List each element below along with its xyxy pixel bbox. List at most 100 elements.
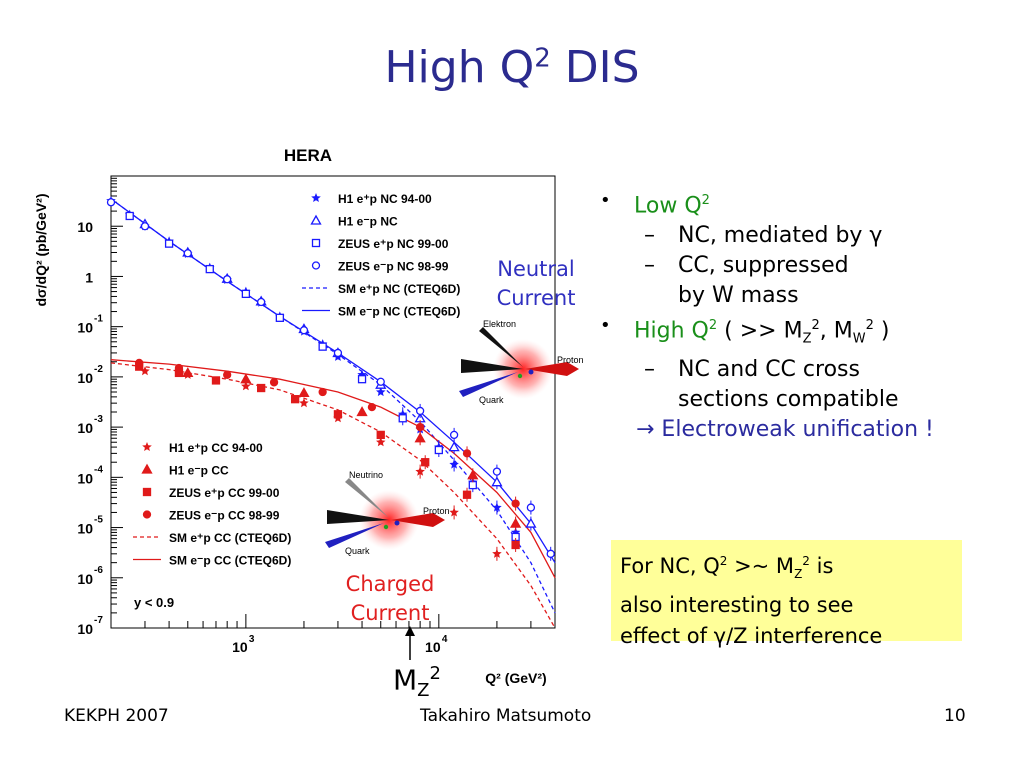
y-tick-label: 10 bbox=[77, 621, 93, 637]
note-line1-sup2: 2 bbox=[802, 554, 810, 568]
dash: – bbox=[644, 357, 655, 383]
bullet-high-z2: 2 bbox=[811, 318, 820, 334]
circle-marker bbox=[462, 449, 472, 458]
circle-marker bbox=[449, 430, 459, 440]
y-tick-label: 10 bbox=[77, 571, 93, 587]
footer-center: Takahiro Matsumoto bbox=[420, 706, 592, 726]
circle-marker bbox=[174, 363, 184, 373]
circle-marker bbox=[318, 387, 327, 397]
circle-marker bbox=[546, 549, 555, 558]
sub-bullet-cc: – CC, suppressed by W mass bbox=[594, 251, 1019, 311]
diagram-label-quark: Quark bbox=[345, 546, 370, 556]
triangle-marker bbox=[141, 463, 153, 474]
star-marker bbox=[415, 466, 425, 476]
square-marker bbox=[421, 458, 430, 467]
triangle-marker bbox=[491, 476, 503, 487]
star-marker bbox=[376, 387, 386, 397]
y-tick-exponent: -6 bbox=[94, 565, 103, 576]
note-line1-a: For NC, Q bbox=[620, 554, 720, 578]
square-marker bbox=[311, 238, 321, 248]
circle-marker bbox=[299, 326, 309, 335]
bullet-high-sup: 2 bbox=[708, 318, 718, 334]
title-rest: DIS bbox=[550, 42, 640, 93]
charged-current-word: Current bbox=[350, 601, 430, 625]
bullet-high-w2: 2 bbox=[865, 318, 874, 334]
circle-marker bbox=[415, 422, 425, 432]
mz-sup: 2 bbox=[429, 663, 441, 684]
sub-bullet-nc: – NC, mediated by γ bbox=[594, 221, 1019, 251]
circle-marker bbox=[183, 249, 192, 258]
square-marker bbox=[398, 414, 407, 423]
note-line-3: effect of γ/Z interference bbox=[620, 624, 883, 649]
bullet-low-label: Low Q bbox=[634, 193, 702, 219]
star-marker bbox=[449, 507, 459, 517]
curve-sm-e-p-nc-cteq6d- bbox=[110, 198, 556, 614]
y-tick-label: 10 bbox=[77, 521, 93, 537]
legend-entry: SM e⁻p CC (CTEQ6D) bbox=[169, 554, 291, 568]
charged-current-label: Charged Current bbox=[340, 570, 440, 628]
note-line-2: also interesting to see bbox=[620, 593, 854, 618]
footer-left: KEKPH 2007 bbox=[64, 706, 169, 726]
circle-marker bbox=[135, 358, 144, 368]
sub-bullet-nc-cc-text-1: NC and CC cross bbox=[678, 357, 860, 383]
electroweak-unification: → Electroweak unification ! bbox=[636, 417, 934, 443]
diagram-label-lepton: Neutrino bbox=[349, 470, 383, 480]
square-marker bbox=[511, 540, 520, 550]
x-tick-exponent: 4 bbox=[442, 634, 448, 645]
circle-marker bbox=[492, 467, 502, 476]
x-tick-label: 10 bbox=[232, 639, 248, 655]
note-line-1: For NC, Q2 >~ MZ2 is bbox=[620, 546, 953, 590]
diagram-label-lepton: Elektron bbox=[483, 319, 516, 329]
sub-bullet-nc-text: NC, mediated by γ bbox=[678, 223, 883, 249]
note-line1-sup: 2 bbox=[719, 554, 728, 568]
star-marker bbox=[142, 442, 152, 451]
neutral-current-label: Neutral Current bbox=[488, 255, 584, 313]
diagram-label-quark: Quark bbox=[479, 395, 504, 405]
bullet-high-comma: , M bbox=[819, 318, 853, 344]
legend-entry: ZEUS e⁻p CC 98-99 bbox=[169, 509, 280, 523]
note-line1-sub: Z bbox=[794, 567, 803, 582]
incoming-lepton-beam bbox=[461, 359, 523, 373]
circle-marker bbox=[333, 348, 343, 358]
dash: – bbox=[644, 223, 655, 249]
diagram-label-proton: Proton bbox=[423, 506, 450, 516]
circle-marker bbox=[256, 297, 266, 307]
data-markers bbox=[106, 195, 555, 561]
y-tick-exponent: -3 bbox=[94, 414, 103, 425]
star-marker bbox=[299, 398, 309, 408]
incoming-lepton-beam bbox=[327, 510, 389, 524]
square-marker bbox=[125, 211, 134, 221]
charged-word: Charged bbox=[345, 572, 435, 596]
quark-dot bbox=[528, 369, 534, 375]
square-marker bbox=[205, 264, 214, 274]
title-main: High Q bbox=[384, 42, 535, 93]
legend-entry: ZEUS e⁺p NC 99-00 bbox=[338, 237, 449, 251]
quark-jet bbox=[325, 523, 384, 548]
scattered-lepton bbox=[345, 478, 389, 518]
bullet-high-label: High Q bbox=[634, 318, 709, 344]
circle-marker bbox=[376, 377, 385, 386]
circle-marker bbox=[367, 402, 377, 412]
circle-marker bbox=[526, 503, 536, 512]
star-marker bbox=[311, 193, 321, 202]
square-marker bbox=[462, 490, 472, 499]
y-tick-exponent: -7 bbox=[94, 615, 103, 626]
bullet-low-sup: 2 bbox=[701, 193, 710, 208]
legend-entry: H1 e⁺p CC 94-00 bbox=[169, 441, 263, 455]
quark-dot bbox=[394, 520, 400, 526]
triangle-marker bbox=[448, 441, 460, 452]
y-tick-label: 10 bbox=[77, 420, 93, 436]
triangle-marker bbox=[298, 387, 310, 398]
circle-marker bbox=[311, 261, 321, 270]
circle-marker bbox=[223, 370, 232, 379]
bullet-high-z: Z bbox=[802, 332, 812, 348]
bullet-dot: • bbox=[600, 190, 611, 211]
proton-remnant bbox=[525, 362, 579, 376]
y-tick-label: 10 bbox=[77, 470, 93, 486]
gluon-dot bbox=[383, 524, 389, 530]
legend-entry: H1 e⁺p NC 94-00 bbox=[338, 192, 432, 206]
bullet-high-w: W bbox=[852, 332, 866, 348]
circle-marker bbox=[511, 499, 520, 508]
circle-marker bbox=[223, 275, 232, 284]
